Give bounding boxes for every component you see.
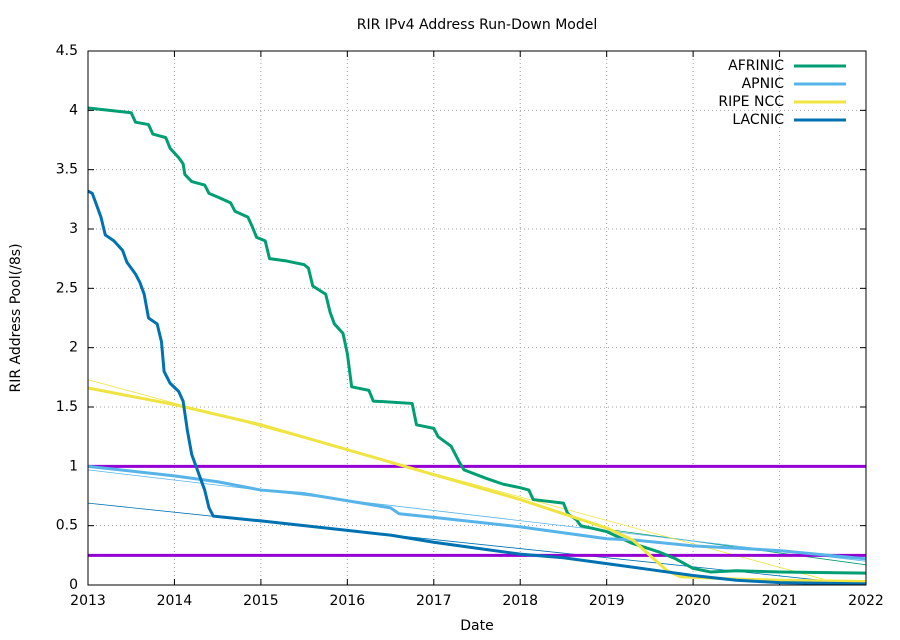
y-tick-label: 3.5 [56, 162, 78, 178]
trend-line [87, 469, 867, 562]
x-tick-label: 2021 [762, 593, 798, 609]
y-tick-label: 4.5 [56, 43, 78, 59]
x-tick-label: 2022 [848, 593, 884, 609]
x-tick-label: 2013 [70, 593, 106, 609]
y-tick-label: 2.5 [56, 280, 78, 296]
x-tick-label: 2015 [243, 593, 279, 609]
y-tick-label: 2 [69, 340, 78, 356]
y-tick-label: 0.5 [56, 518, 78, 534]
series-line [87, 386, 867, 583]
series-line [87, 106, 867, 575]
y-tick-label: 3 [69, 221, 78, 237]
x-tick-label: 2020 [675, 593, 711, 609]
legend-label: AFRINIC [728, 58, 784, 74]
plot-frame [87, 50, 867, 586]
x-tick-label: 2018 [502, 593, 538, 609]
legend-label: LACNIC [732, 112, 784, 128]
x-tick-label: 2019 [589, 593, 625, 609]
y-axis-label: RIR Address Pool(/8s) [8, 243, 24, 392]
y-tick-label: 4 [69, 102, 78, 118]
y-tick-label: 1 [69, 458, 78, 474]
x-axis-label: Date [460, 618, 493, 634]
x-tick-label: 2017 [416, 593, 452, 609]
legend-label: RIPE NCC [718, 94, 784, 110]
y-tick-label: 0 [69, 577, 78, 593]
chart-title: RIR IPv4 Address Run-Down Model [357, 17, 598, 33]
series-line [87, 189, 867, 586]
x-tick-label: 2016 [330, 593, 366, 609]
y-tick-label: 1.5 [56, 399, 78, 415]
x-tick-label: 2014 [157, 593, 193, 609]
series-line [87, 464, 867, 561]
legend-label: APNIC [742, 76, 785, 92]
